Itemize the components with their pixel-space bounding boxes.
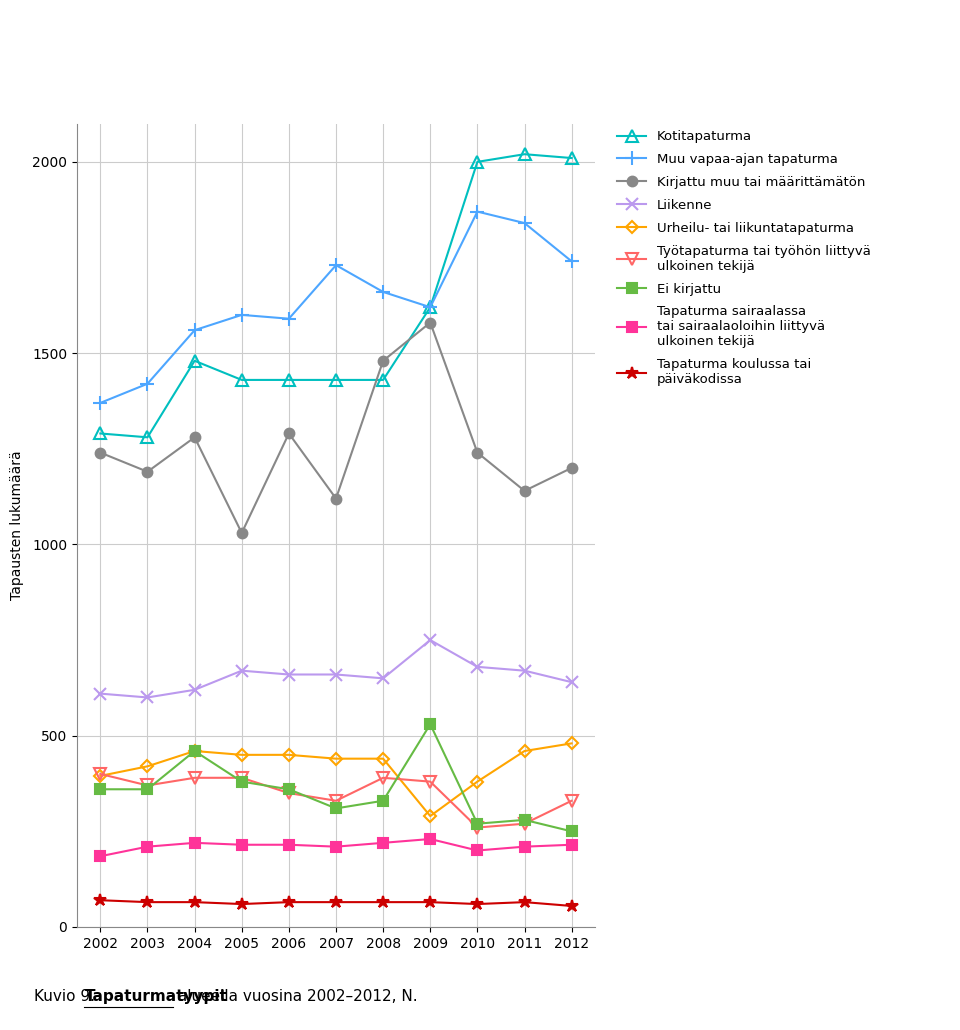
Y-axis label: Tapausten lukumäärä: Tapausten lukumäärä [10, 450, 24, 600]
Text: alueella vuosina 2002–2012, N.: alueella vuosina 2002–2012, N. [173, 989, 418, 1004]
Text: Tapaturmatyypit: Tapaturmatyypit [84, 989, 228, 1004]
Text: Kuvio 9.: Kuvio 9. [34, 989, 100, 1004]
Legend: Kotitapaturma, Muu vapaa-ajan tapaturma, Kirjattu muu tai määrittämätön, Liikenn: Kotitapaturma, Muu vapaa-ajan tapaturma,… [617, 130, 871, 386]
